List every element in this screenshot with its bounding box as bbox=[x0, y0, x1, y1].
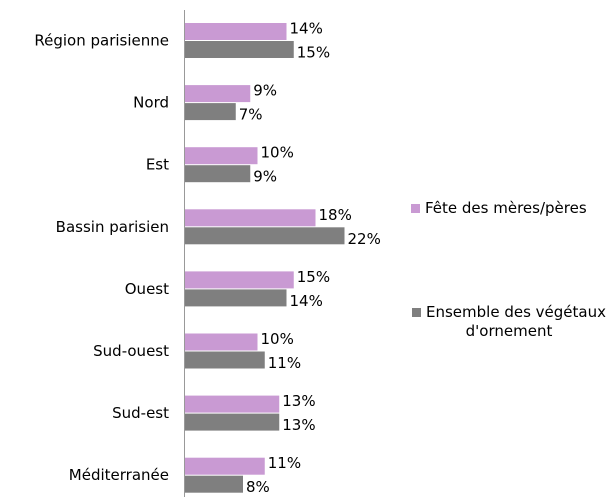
legend-label: Fête des mères/pères bbox=[425, 199, 587, 217]
legend-label: Ensemble des végétaux d'ornement bbox=[426, 303, 606, 340]
value-label: 11% bbox=[268, 454, 301, 472]
bar bbox=[185, 41, 294, 58]
y-tick-label: Région parisienne bbox=[34, 32, 169, 50]
legend-swatch bbox=[412, 308, 421, 317]
bar bbox=[185, 333, 258, 351]
bar bbox=[185, 209, 316, 227]
value-label: 9% bbox=[253, 168, 277, 186]
legend-swatch bbox=[411, 204, 420, 213]
value-label: 15% bbox=[297, 44, 330, 62]
bar bbox=[185, 103, 236, 121]
y-tick-label: Est bbox=[146, 156, 169, 174]
value-label: 10% bbox=[261, 144, 294, 162]
value-label: 13% bbox=[282, 392, 315, 410]
bar bbox=[185, 23, 287, 40]
value-label: 11% bbox=[268, 354, 301, 372]
y-tick-label: Sud-est bbox=[112, 404, 169, 422]
value-label: 22% bbox=[348, 230, 381, 248]
bar bbox=[185, 289, 287, 307]
y-tick-label: Bassin parisien bbox=[56, 218, 169, 236]
value-label: 15% bbox=[297, 268, 330, 286]
value-label: 14% bbox=[290, 292, 323, 310]
y-tick-label: Ouest bbox=[125, 280, 169, 298]
value-label: 9% bbox=[253, 82, 277, 100]
value-label: 18% bbox=[319, 206, 352, 224]
bar bbox=[185, 165, 251, 183]
y-tick-label: Méditerranée bbox=[69, 466, 169, 484]
bar bbox=[185, 227, 345, 245]
legend-item: Fête des mères/pères bbox=[411, 199, 587, 218]
bar bbox=[185, 475, 243, 493]
bar bbox=[185, 413, 280, 431]
bar bbox=[185, 457, 265, 475]
bar bbox=[185, 271, 294, 289]
value-label: 7% bbox=[239, 106, 263, 124]
bar bbox=[185, 351, 265, 369]
value-label: 14% bbox=[290, 20, 323, 38]
value-label: 10% bbox=[261, 330, 294, 348]
bar bbox=[185, 147, 258, 165]
bar bbox=[185, 395, 280, 413]
y-tick-label: Nord bbox=[133, 94, 169, 112]
legend-item: Ensemble des végétaux d'ornement bbox=[411, 303, 607, 341]
value-label: 13% bbox=[282, 416, 315, 434]
bar bbox=[185, 85, 251, 103]
value-label: 8% bbox=[246, 478, 270, 496]
y-tick-label: Sud-ouest bbox=[93, 342, 169, 360]
